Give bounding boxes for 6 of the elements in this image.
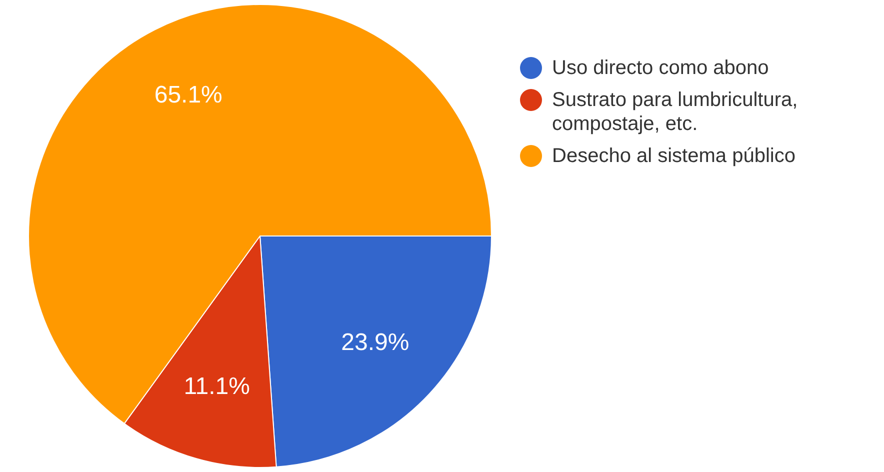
legend-label: Desecho al sistema público: [552, 144, 796, 168]
data-label: 23.9%: [341, 328, 410, 356]
legend-label: Sustrato para lumbricultura, compostaje, etc.: [552, 88, 799, 136]
data-label: 65.1%: [154, 81, 222, 108]
data-label: 11.1%: [184, 373, 250, 400]
legend-label: Uso directo como abono: [552, 56, 769, 80]
